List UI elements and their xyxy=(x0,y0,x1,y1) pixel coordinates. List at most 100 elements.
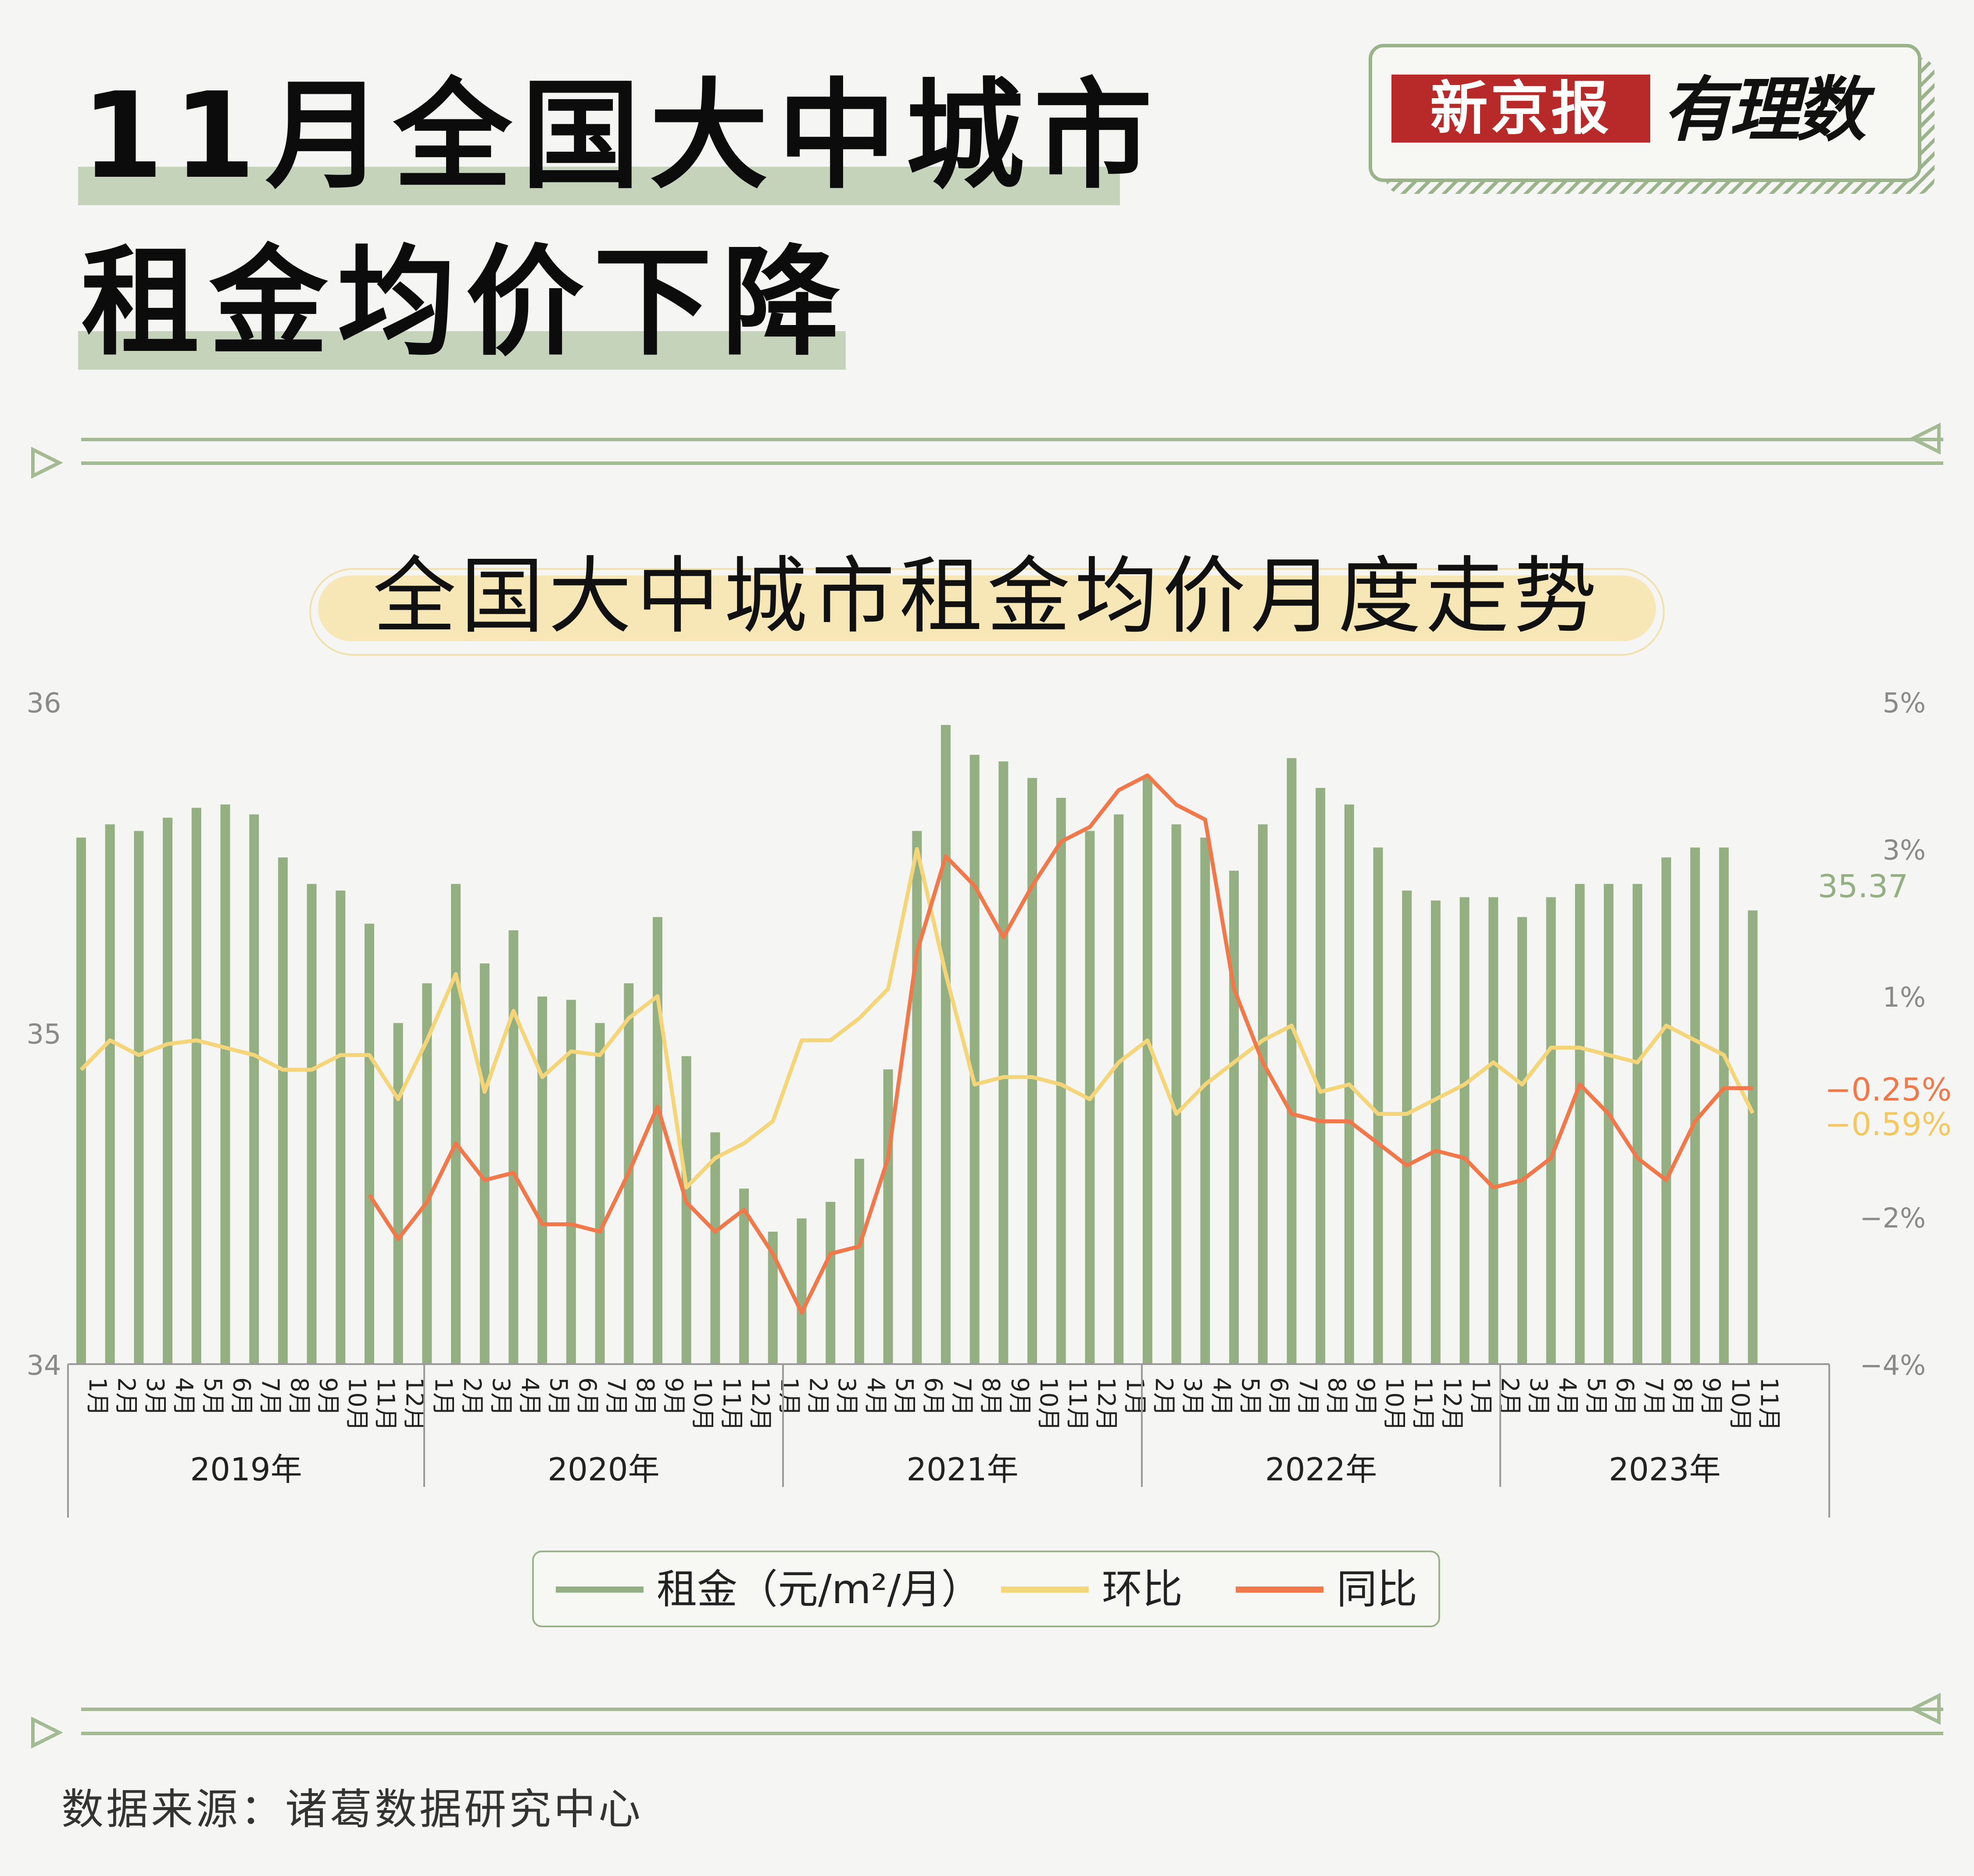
month-label: 5月 xyxy=(891,1377,919,1416)
month-label: 9月 xyxy=(1006,1377,1033,1416)
month-label: 6月 xyxy=(574,1377,601,1416)
bottom-rule-1 xyxy=(81,1708,1943,1711)
rent-bar xyxy=(1546,897,1556,1364)
legend-label-rent: 租金（元/m²/月） xyxy=(657,1566,982,1613)
month-label: 4月 xyxy=(1208,1377,1235,1416)
year-label: 2021年 xyxy=(906,1451,1018,1488)
rent-bar xyxy=(451,884,461,1364)
rent-bar xyxy=(739,1188,749,1364)
rent-bar xyxy=(1142,778,1152,1364)
rent-bar xyxy=(1258,824,1268,1364)
y-tick-left: 35 xyxy=(27,1018,61,1050)
month-label: 11月 xyxy=(1756,1377,1783,1431)
rent-bar xyxy=(191,808,201,1364)
month-label: 10月 xyxy=(1381,1377,1409,1431)
month-label: 2月 xyxy=(113,1377,140,1416)
rent-bar xyxy=(393,1023,403,1364)
rent-bar xyxy=(1171,824,1181,1364)
month-label: 8月 xyxy=(1669,1377,1697,1416)
rent-bar xyxy=(710,1132,720,1364)
month-label: 9月 xyxy=(315,1377,342,1416)
rent-bar xyxy=(797,1218,807,1364)
month-label: 10月 xyxy=(689,1377,717,1431)
month-label: 2月 xyxy=(458,1377,486,1416)
rent-bar xyxy=(1517,917,1527,1364)
y-tick-right: −4% xyxy=(1860,1349,1926,1381)
month-label: 3月 xyxy=(487,1377,515,1416)
arrow-right-icon xyxy=(31,447,63,479)
legend: 租金（元/m²/月） 环比 同比 xyxy=(532,1551,1440,1627)
legend-label-yoy: 同比 xyxy=(1337,1566,1418,1613)
month-label: 12月 xyxy=(1093,1377,1120,1431)
y-tick-left: 36 xyxy=(27,687,61,719)
yoy-line xyxy=(368,773,1753,1315)
data-source: 数据来源：诸葛数据研究中心 xyxy=(61,1785,643,1834)
legend-swatch-rent xyxy=(556,1587,644,1593)
rent-bar xyxy=(336,890,346,1364)
month-label: 8月 xyxy=(1323,1377,1351,1416)
month-label: 1月 xyxy=(1467,1377,1495,1416)
chart-subtitle: 全国大中城市租金均价月度走势 xyxy=(372,548,1601,645)
month-label: 1月 xyxy=(1121,1377,1149,1416)
year-label: 2022年 xyxy=(1265,1451,1377,1488)
legend-label-mom: 环比 xyxy=(1102,1566,1183,1613)
month-label: 3月 xyxy=(1179,1377,1207,1416)
rent-bar xyxy=(941,725,951,1364)
rent-bar xyxy=(1402,890,1412,1364)
rent-bar xyxy=(1229,871,1239,1364)
rent-bar xyxy=(422,983,432,1364)
rent-bar xyxy=(508,930,519,1364)
top-rule-2 xyxy=(81,461,1943,465)
y-tick-right: 1% xyxy=(1883,981,1926,1013)
rent-end-label: 35.37 xyxy=(1818,868,1908,905)
rent-bar xyxy=(912,831,922,1364)
rent-bar xyxy=(826,1202,836,1364)
month-label: 7月 xyxy=(948,1377,976,1416)
month-label: 9月 xyxy=(1352,1377,1380,1416)
rent-bar xyxy=(1114,814,1124,1364)
legend-swatch-mom xyxy=(1001,1587,1089,1593)
month-label: 7月 xyxy=(1640,1377,1668,1416)
rent-bar xyxy=(1632,884,1642,1364)
month-label: 1月 xyxy=(84,1377,111,1416)
month-label: 7月 xyxy=(1294,1377,1322,1416)
month-label: 12月 xyxy=(747,1377,774,1431)
rent-bar xyxy=(566,1000,576,1364)
month-label: 3月 xyxy=(141,1377,169,1416)
top-rule-1 xyxy=(81,438,1943,441)
month-label: 4月 xyxy=(862,1377,890,1416)
arrow-left-icon xyxy=(1909,1693,1941,1725)
month-label: 11月 xyxy=(718,1377,745,1431)
rent-bar xyxy=(1459,897,1470,1364)
rent-bar xyxy=(1575,884,1585,1364)
rent-bar xyxy=(1488,897,1498,1364)
month-label: 11月 xyxy=(1409,1377,1437,1431)
month-label: 9月 xyxy=(660,1377,688,1416)
legend-swatch-yoy xyxy=(1236,1587,1323,1593)
rent-bar xyxy=(1690,847,1700,1364)
rent-bar xyxy=(1287,758,1297,1364)
month-label: 10月 xyxy=(343,1377,371,1431)
page-title-line1: 11月全国大中城市 xyxy=(81,67,1162,205)
logo-brand: 新京报 xyxy=(1391,75,1650,143)
arrow-right-icon xyxy=(31,1716,63,1749)
rent-bar xyxy=(134,831,144,1364)
rent-bar xyxy=(220,804,230,1364)
mom-line xyxy=(79,847,1755,1190)
month-label: 3月 xyxy=(1525,1377,1552,1416)
logo-column: 有理数 xyxy=(1663,68,1866,151)
month-label: 7月 xyxy=(603,1377,630,1416)
title-highlight-2 xyxy=(78,331,846,370)
rent-bar xyxy=(1056,797,1066,1364)
rent-bar xyxy=(883,1069,893,1364)
month-label: 1月 xyxy=(429,1377,457,1416)
month-label: 11月 xyxy=(1064,1377,1091,1431)
rent-bar xyxy=(278,857,288,1364)
month-label: 8月 xyxy=(977,1377,1005,1416)
rent-bar xyxy=(76,837,86,1364)
subtitle-pill xyxy=(309,568,1665,656)
month-label: 6月 xyxy=(1266,1377,1293,1416)
rent-bar xyxy=(768,1232,778,1364)
arrow-left-icon xyxy=(1909,422,1941,455)
